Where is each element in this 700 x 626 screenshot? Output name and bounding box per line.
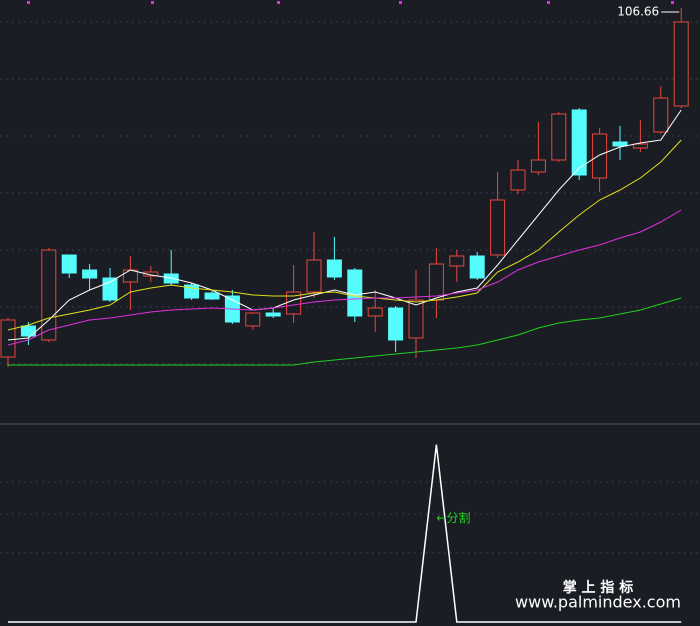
candle-body [571, 109, 587, 176]
watermark-title: 掌 上 指 标 [563, 579, 634, 596]
candle-body [592, 133, 608, 179]
ma-line [7, 109, 682, 341]
candle-body [265, 312, 281, 317]
ma-line [8, 297, 682, 366]
top-dots [27, 1, 674, 4]
ma-line [7, 139, 682, 331]
annotation: ←分割 [436, 510, 470, 525]
candle-body [408, 299, 424, 339]
dot [27, 1, 30, 4]
dot [547, 1, 550, 4]
candle-body [326, 259, 342, 278]
candle-body [143, 271, 159, 277]
candle-body [102, 277, 118, 301]
candle-body [551, 113, 567, 161]
indicator-line [8, 444, 682, 623]
candle-body [510, 169, 526, 191]
candle-body [632, 143, 648, 149]
ma-line [7, 209, 682, 346]
candle-body [82, 269, 98, 279]
candle-body [469, 255, 485, 279]
dot [399, 1, 402, 4]
candle-body [245, 312, 261, 327]
candle-body [0, 319, 16, 358]
candle-body [449, 255, 465, 267]
candle-body [388, 307, 404, 341]
candle-body [367, 307, 383, 317]
watermark-url: www.palmindex.com [515, 593, 681, 612]
candle-body [204, 292, 220, 300]
dot [277, 1, 280, 4]
high-label: 106.66 [617, 5, 659, 19]
candle-body [122, 269, 138, 283]
dot [671, 1, 674, 4]
candle-body [41, 249, 57, 341]
candle-body [490, 199, 506, 256]
candle-body [530, 159, 546, 173]
candle-body [306, 259, 322, 293]
candle-body [61, 254, 77, 274]
decor [0, 21, 700, 554]
candle-body [20, 325, 36, 337]
candle-body [673, 21, 689, 107]
candle-body [428, 263, 444, 301]
candle-body [612, 141, 628, 147]
dot [151, 1, 154, 4]
candle-body [653, 97, 669, 133]
candle-body [347, 269, 363, 317]
